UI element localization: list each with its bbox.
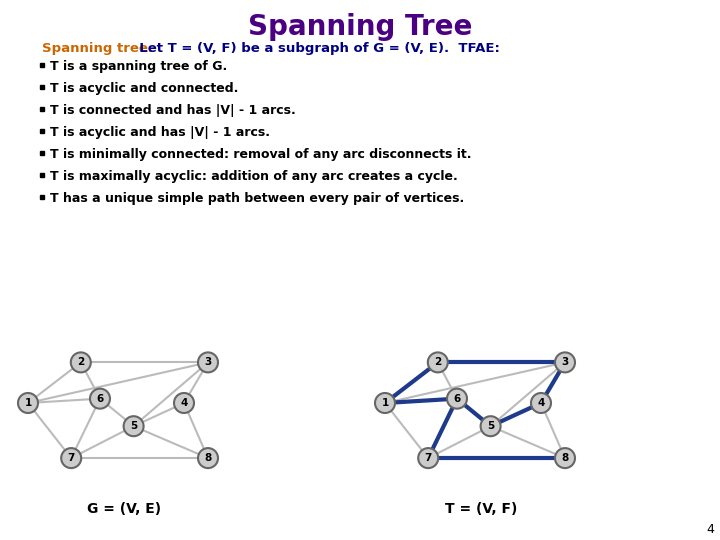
Text: 4: 4 [706, 523, 714, 536]
Text: Spanning tree.: Spanning tree. [42, 42, 153, 55]
Text: 6: 6 [454, 394, 461, 404]
Text: 3: 3 [562, 357, 569, 367]
Text: 7: 7 [68, 453, 75, 463]
Text: 8: 8 [204, 453, 212, 463]
Text: T has a unique simple path between every pair of vertices.: T has a unique simple path between every… [50, 192, 464, 205]
Text: T = (V, F): T = (V, F) [445, 502, 517, 516]
Text: G = (V, E): G = (V, E) [87, 502, 161, 516]
Text: 1: 1 [24, 398, 32, 408]
Text: 7: 7 [425, 453, 432, 463]
Text: 1: 1 [382, 398, 389, 408]
Text: 8: 8 [562, 453, 569, 463]
Text: T is connected and has |V| - 1 arcs.: T is connected and has |V| - 1 arcs. [50, 104, 296, 117]
Circle shape [481, 416, 500, 436]
Text: T is maximally acyclic: addition of any arc creates a cycle.: T is maximally acyclic: addition of any … [50, 170, 458, 183]
Text: T is a spanning tree of G.: T is a spanning tree of G. [50, 60, 228, 73]
Circle shape [198, 353, 218, 373]
Text: 4: 4 [180, 398, 188, 408]
Text: 5: 5 [130, 421, 138, 431]
Circle shape [124, 416, 143, 436]
Circle shape [531, 393, 551, 413]
Circle shape [90, 389, 110, 409]
Text: 4: 4 [537, 398, 545, 408]
Circle shape [174, 393, 194, 413]
Text: 6: 6 [96, 394, 104, 404]
Circle shape [418, 448, 438, 468]
Circle shape [198, 448, 218, 468]
Circle shape [447, 389, 467, 409]
Text: T is acyclic and has |V| - 1 arcs.: T is acyclic and has |V| - 1 arcs. [50, 126, 270, 139]
Text: Spanning Tree: Spanning Tree [248, 13, 472, 41]
Text: T is acyclic and connected.: T is acyclic and connected. [50, 82, 238, 95]
Text: 2: 2 [434, 357, 441, 367]
Circle shape [555, 353, 575, 373]
Circle shape [61, 448, 81, 468]
Text: 3: 3 [204, 357, 212, 367]
Circle shape [428, 353, 448, 373]
Text: 5: 5 [487, 421, 494, 431]
Text: T is minimally connected: removal of any arc disconnects it.: T is minimally connected: removal of any… [50, 148, 472, 161]
Circle shape [71, 353, 91, 373]
Text: Let T = (V, F) be a subgraph of G = (V, E).  TFAE:: Let T = (V, F) be a subgraph of G = (V, … [130, 42, 500, 55]
Circle shape [555, 448, 575, 468]
Circle shape [18, 393, 38, 413]
Circle shape [375, 393, 395, 413]
Text: 2: 2 [77, 357, 84, 367]
